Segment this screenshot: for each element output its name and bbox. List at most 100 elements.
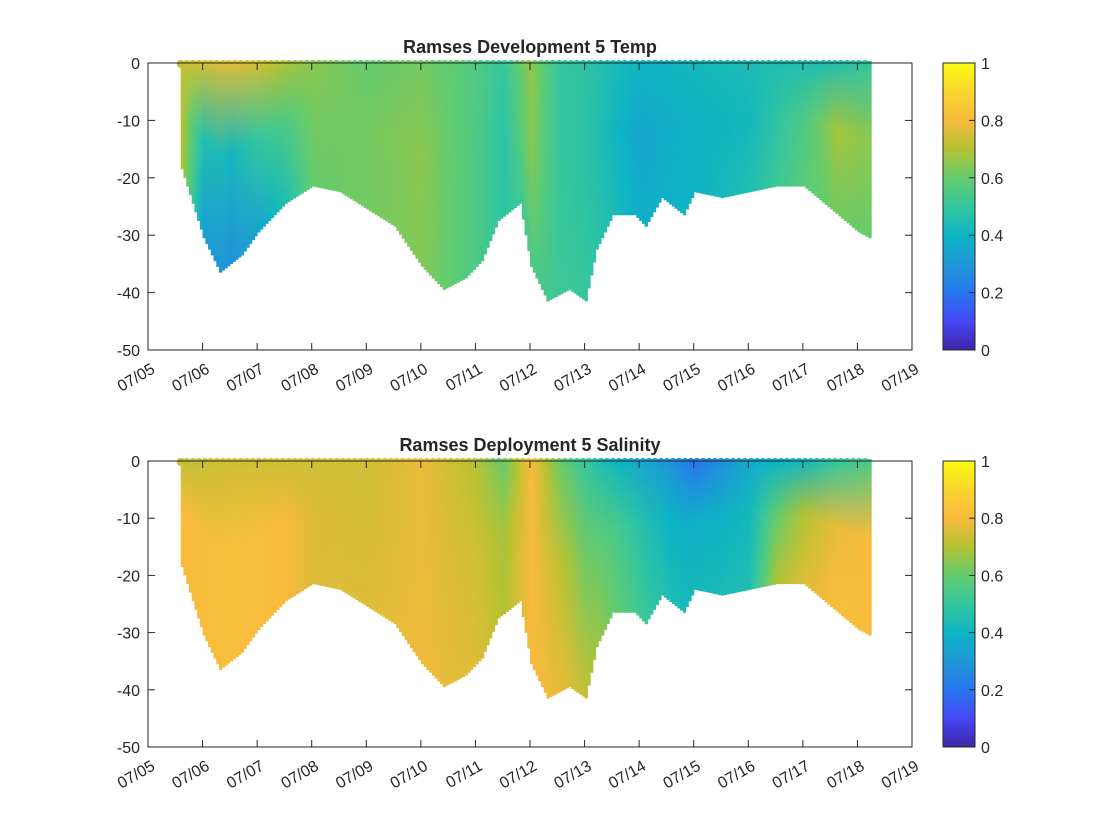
data-strip <box>595 459 599 648</box>
x-tick-label: 07/11 <box>443 361 485 395</box>
data-strip <box>322 61 326 189</box>
data-strip <box>453 61 457 285</box>
data-strip <box>562 61 567 293</box>
data-strip <box>494 459 498 626</box>
y-tick-label: 0 <box>131 454 140 471</box>
colorbar-tick-label: 0 <box>981 740 990 757</box>
data-strip <box>783 61 788 187</box>
data-strip <box>680 61 684 214</box>
data-strip <box>849 61 853 226</box>
data-strip <box>609 459 613 619</box>
surface-marker <box>356 60 365 68</box>
surface-marker <box>380 458 389 466</box>
data-strip <box>841 61 845 219</box>
data-strip <box>650 459 654 615</box>
data-strip <box>669 61 673 205</box>
data-strip <box>655 61 659 208</box>
data-strip <box>751 459 755 590</box>
surface-marker <box>182 458 191 466</box>
surface-marker <box>218 60 227 68</box>
surface-marker <box>572 458 581 466</box>
data-strip <box>781 459 785 585</box>
surface-marker <box>861 458 870 466</box>
data-strip <box>690 61 695 199</box>
data-strip <box>270 61 275 219</box>
data-strip <box>317 61 321 188</box>
data-strip <box>636 61 640 219</box>
data-strip <box>295 459 299 595</box>
x-tick-label: 07/07 <box>224 361 267 396</box>
x-tick-label: 07/06 <box>169 361 212 396</box>
surface-marker <box>344 458 353 466</box>
data-strip <box>336 61 340 192</box>
data-strip <box>385 459 389 620</box>
surface-marker <box>753 458 762 466</box>
x-tick-label: 07/15 <box>661 361 704 396</box>
data-strip <box>467 459 471 673</box>
data-strip <box>401 459 406 637</box>
colorbar-tick-label: 0.2 <box>981 286 1003 303</box>
data-strip <box>183 61 187 178</box>
data-strip <box>677 459 681 609</box>
data-strip <box>721 459 725 596</box>
data-strip <box>243 61 247 252</box>
data-strip <box>857 61 861 233</box>
data-strip <box>235 61 239 260</box>
surface-marker <box>350 60 359 68</box>
surface-marker <box>656 458 665 466</box>
data-strip <box>183 459 187 576</box>
data-strip <box>592 459 597 660</box>
data-strip <box>366 61 370 210</box>
data-strip <box>508 459 512 610</box>
data-strip <box>737 459 741 593</box>
surface-marker <box>668 60 677 68</box>
data-strip <box>652 459 657 610</box>
data-strip <box>745 459 749 591</box>
data-strip <box>483 459 487 652</box>
data-strip <box>570 61 575 292</box>
data-strip <box>445 459 449 686</box>
data-strip <box>663 61 668 201</box>
data-strip <box>257 459 261 630</box>
surface-marker <box>777 458 786 466</box>
data-strip <box>644 61 648 227</box>
data-strip <box>246 61 250 248</box>
colorbar: 0 0.2 0.4 0.6 0.8 1 <box>942 56 1003 360</box>
surface-marker <box>542 458 551 466</box>
data-strip <box>281 61 286 207</box>
data-strip <box>448 459 452 685</box>
data-strip <box>538 459 542 682</box>
data-strip <box>459 459 463 679</box>
colorbar-tick-label: 0.4 <box>981 228 1003 245</box>
surface-marker <box>356 458 365 466</box>
surface-marker <box>837 458 846 466</box>
data-strip <box>535 61 539 279</box>
data-strip <box>208 459 212 648</box>
data-strip <box>677 61 681 211</box>
data-strip <box>715 459 719 595</box>
data-strip <box>238 61 242 258</box>
data-strip <box>339 61 343 193</box>
data-strip <box>379 61 384 219</box>
data-strip <box>718 459 722 595</box>
data-strip <box>843 61 848 221</box>
surface-marker <box>753 60 762 68</box>
surface-marker <box>248 60 257 68</box>
data-strip <box>396 459 400 629</box>
data-strip <box>786 459 790 585</box>
data-strip <box>243 459 247 649</box>
data-strip <box>486 459 490 646</box>
data-strip <box>292 61 296 199</box>
data-strip <box>328 61 332 190</box>
data-strip <box>257 61 261 233</box>
surface-marker <box>584 458 593 466</box>
data-strip <box>475 61 479 267</box>
x-tick-label: 07/16 <box>715 361 758 396</box>
data-strip <box>674 61 678 209</box>
surface-marker <box>729 458 738 466</box>
surface-marker <box>242 458 251 466</box>
y-tick-label: -20 <box>117 171 140 188</box>
data-strip <box>221 61 225 271</box>
data-strip <box>202 61 206 239</box>
data-strip <box>216 61 220 267</box>
